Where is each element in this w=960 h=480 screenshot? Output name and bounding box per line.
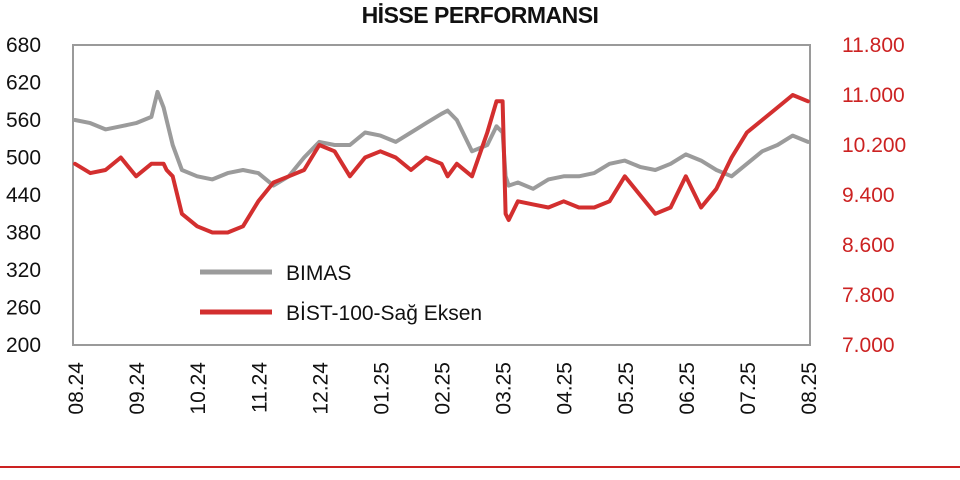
x-tick-label: 12.24 [309,362,332,415]
x-tick-label: 09.24 [126,362,149,415]
left-tick-label: 560 [6,109,41,132]
series-line-bimas [73,89,810,191]
left-tick-label: 320 [6,259,41,282]
x-tick-label: 04.25 [554,362,577,415]
left-tick-label: 500 [6,147,41,170]
chart-title: HİSSE PERFORMANSI [361,2,599,28]
right-tick-label: 11.800 [842,34,905,57]
plot-area-border [72,44,811,346]
left-tick-label: 260 [6,297,41,320]
footer-divider [0,466,960,468]
x-tick-label: 10.24 [187,362,210,415]
left-tick-label: 380 [6,222,41,245]
x-tick-label: 02.25 [432,362,455,415]
right-axis-ticks: 11.800 11.000 10.200 9.400 8.600 7.800 7.000 [842,34,906,357]
left-tick-label: 440 [6,184,41,207]
x-tick-label: 07.25 [737,362,760,415]
x-tick-label: 08.25 [798,362,821,415]
right-tick-label: 9.400 [842,184,895,207]
right-tick-label: 11.000 [842,84,905,107]
x-axis-ticks: 08.24 09.24 10.24 11.24 12.24 01.25 02.25 03.25… [65,362,821,415]
x-tick-label: 05.25 [615,362,638,415]
x-tick-label: 11.24 [248,362,271,413]
x-tick-label: 06.25 [676,362,699,415]
legend: BIMAS BİST-100-Sağ Eksen [200,262,482,325]
left-tick-label: 620 [6,72,41,95]
left-tick-label: 200 [6,334,41,357]
right-tick-label: 8.600 [842,234,895,257]
legend-label-bist100: BİST-100-Sağ Eksen [286,302,482,325]
left-tick-label: 680 [6,34,41,57]
right-tick-label: 7.800 [842,284,895,307]
series-layer [73,89,810,235]
x-tick-label: 01.25 [370,362,393,415]
right-tick-label: 7.000 [842,334,895,357]
left-axis-ticks: 680 620 560 500 440 380 320 260 200 [6,34,41,357]
x-tick-label: 08.24 [65,362,88,415]
right-tick-label: 10.200 [842,134,906,157]
legend-label-bimas: BIMAS [286,262,351,285]
x-tick-label: 03.25 [493,362,516,415]
series-line-bist100 [73,93,810,235]
